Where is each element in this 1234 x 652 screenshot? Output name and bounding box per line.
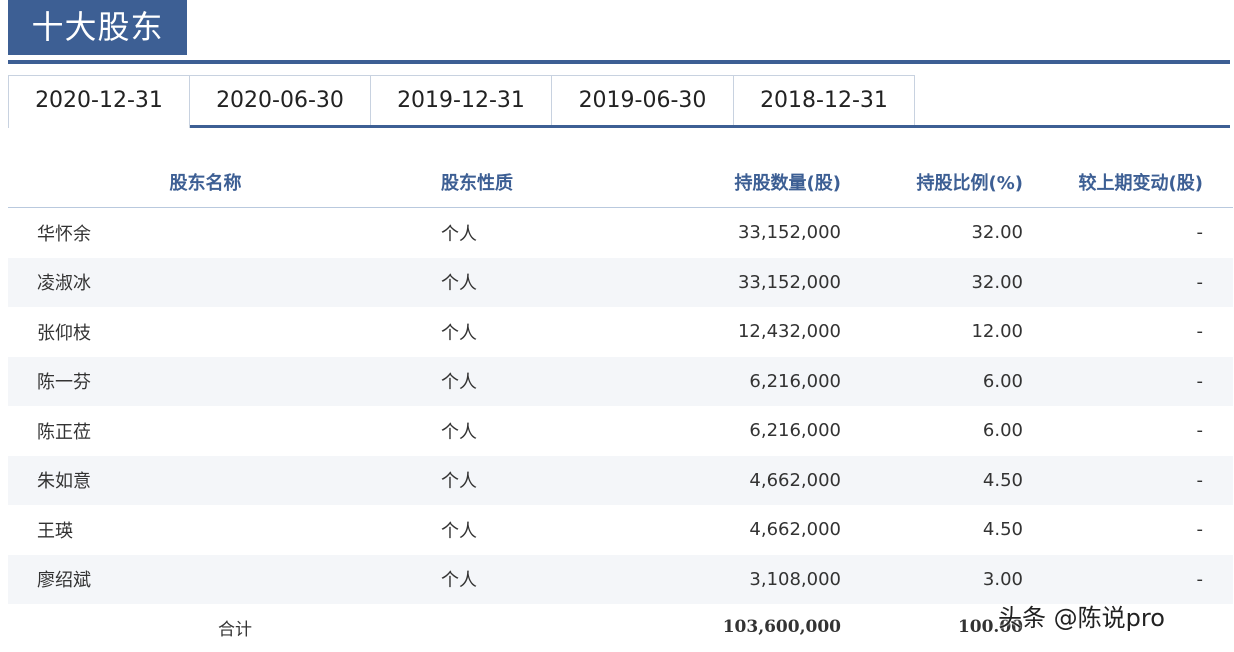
change-from-prior: - [1196,519,1204,541]
shares-held: 4,662,000 [749,519,841,541]
shareholder-name: 陈一芬 [8,356,403,406]
section-header: 十大股东 [8,0,1230,64]
holding-ratio: 4.50 [982,519,1023,541]
table-row: 陈正莅 个人 6,216,000 6.00 - [8,406,1233,456]
total-label: 合计 [218,619,252,640]
holding-ratio: 6.00 [843,356,1023,406]
tab-2019-06-30[interactable]: 2019-06-30 [551,75,734,125]
shareholder-name: 陈正莅 [37,421,91,443]
change-from-prior: - [1023,554,1207,604]
tab-2019-12-31[interactable]: 2019-12-31 [370,75,552,125]
holding-ratio: 3.00 [843,554,1023,604]
shares-held: 33,152,000 [737,222,841,244]
change-from-prior: - [1023,356,1207,406]
shareholder-name: 凌淑冰 [8,257,403,307]
shareholder-type: 个人 [441,322,477,344]
shareholder-type: 个人 [403,356,581,406]
change-from-prior: - [1196,222,1204,244]
table-row: 华怀余 个人 33,152,000 32.00 - [8,208,1233,258]
total-shares: 103,600,000 [722,617,841,637]
section-title: 十大股东 [8,0,187,55]
table-row: 凌淑冰 个人 33,152,000 32.00 - [8,257,1233,307]
table-header-row: 股东名称 股东性质 持股数量(股) 持股比例(%) 较上期变动(股) [8,157,1233,208]
shares-held: 6,216,000 [749,420,841,442]
col-header-ratio: 持股比例(%) [843,157,1023,208]
shareholder-type: 个人 [441,520,477,542]
holding-ratio: 6.00 [982,420,1023,442]
date-tabs: 2020-12-31 2020-06-30 2019-12-31 2019-06… [8,75,1230,128]
shareholder-name: 王瑛 [37,520,73,542]
shares-held: 4,662,000 [581,455,843,505]
col-header-shares: 持股数量(股) [581,157,843,208]
col-header-type: 股东性质 [403,157,581,208]
shares-held: 33,152,000 [581,257,843,307]
change-from-prior: - [1196,420,1204,442]
change-from-prior: - [1023,455,1207,505]
shareholder-name: 张仰枝 [37,322,91,344]
shares-held: 12,432,000 [737,321,841,343]
shareholder-type: 个人 [403,257,581,307]
shareholder-type: 个人 [441,421,477,443]
shareholder-name: 华怀余 [37,223,91,245]
shareholder-name: 朱如意 [8,455,403,505]
col-header-change: 较上期变动(股) [1023,157,1207,208]
table-row: 陈一芬 个人 6,216,000 6.00 - [8,356,1233,406]
shareholders-table: 股东名称 股东性质 持股数量(股) 持股比例(%) 较上期变动(股) 华怀余 个… [8,157,1233,650]
change-from-prior: - [1023,257,1207,307]
shareholder-type: 个人 [403,455,581,505]
total-row: 合计 103,600,000 100.00 [8,604,1233,650]
tab-2020-12-31[interactable]: 2020-12-31 [8,75,190,128]
holding-ratio: 32.00 [971,222,1023,244]
table-row: 朱如意 个人 4,662,000 4.50 - [8,455,1233,505]
tab-2018-12-31[interactable]: 2018-12-31 [733,75,915,125]
tab-2020-06-30[interactable]: 2020-06-30 [189,75,371,125]
shareholder-name: 廖绍斌 [8,554,403,604]
shareholder-type: 个人 [403,554,581,604]
shares-held: 6,216,000 [581,356,843,406]
table-row: 王瑛 个人 4,662,000 4.50 - [8,505,1233,555]
holding-ratio: 32.00 [843,257,1023,307]
table-row: 廖绍斌 个人 3,108,000 3.00 - [8,554,1233,604]
col-header-name: 股东名称 [8,157,403,208]
table-row: 张仰枝 个人 12,432,000 12.00 - [8,307,1233,357]
total-ratio: 100.00 [957,617,1023,637]
change-from-prior: - [1196,321,1204,343]
holding-ratio: 4.50 [843,455,1023,505]
holding-ratio: 12.00 [971,321,1023,343]
shares-held: 3,108,000 [581,554,843,604]
watermark-text: 头条 @陈说pro [998,604,1165,632]
shareholder-type: 个人 [441,223,477,245]
